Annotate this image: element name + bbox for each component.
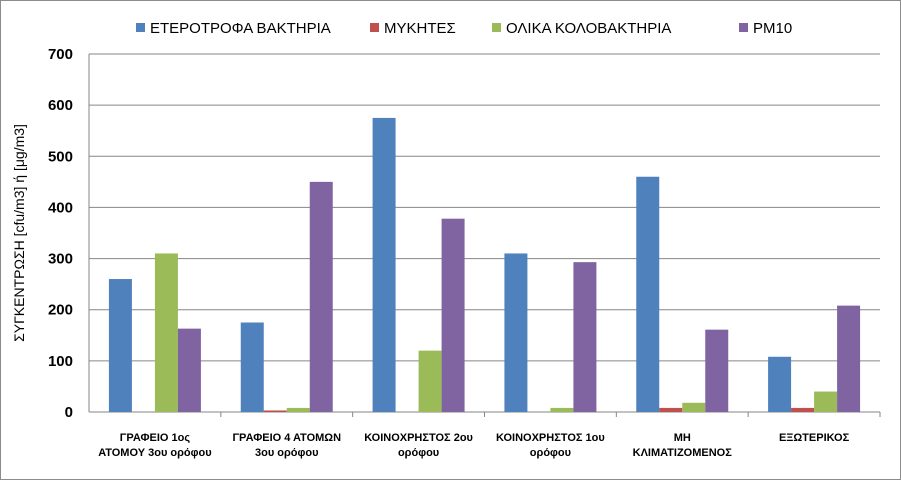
legend-label: PM10 — [753, 20, 792, 37]
legend-label: ΕΤΕΡΟΤΡΟΦΑ ΒΑΚΤΗΡΙΑ — [150, 20, 331, 37]
bar — [108, 279, 132, 412]
y-axis-title: ΣΥΓΚΕΝΤΡΩΣΗ [cfu/m3] ή [μg/m3] — [11, 124, 27, 342]
bar — [659, 407, 683, 412]
x-tick-label: ΚΛΙΜΑΤΙΖΟΜΕΝΟΣ — [633, 447, 733, 459]
x-tick-label: ΑΤΟΜΟΥ 3ου ορόφου — [98, 447, 211, 459]
bar — [768, 356, 792, 412]
bar — [418, 350, 442, 412]
bar — [309, 181, 333, 412]
y-tick-label: 200 — [48, 302, 73, 319]
y-tick-label: 400 — [48, 199, 73, 216]
x-tick-label: ΓΡΑΦΕΙΟ 1ος — [120, 432, 191, 444]
bar — [441, 218, 465, 412]
legend-swatch — [492, 23, 501, 32]
legend-swatch — [370, 23, 379, 32]
bar — [154, 253, 178, 412]
bar — [573, 262, 597, 412]
x-tick-label: ΚΟΙΝΟΧΡΗΣΤΟΣ 2ου — [364, 432, 473, 444]
y-tick-label: 0 — [65, 404, 73, 421]
bar — [791, 407, 815, 412]
x-tick-label: ΕΞΩΤΕΡΙΚΟΣ — [779, 432, 850, 444]
bar — [837, 305, 861, 412]
legend-swatch — [739, 23, 748, 32]
bar — [814, 391, 838, 412]
legend-label: ΜΥΚΗΤΕΣ — [384, 20, 456, 37]
y-tick-label: 300 — [48, 251, 73, 268]
bar — [286, 407, 310, 412]
y-tick-label: 600 — [48, 97, 73, 114]
bar — [504, 253, 528, 412]
bar — [177, 328, 201, 412]
x-tick-label: ορόφου — [530, 447, 571, 459]
bar — [372, 117, 396, 412]
legend-label: ΟΛΙΚΑ ΚΟΛΟΒΑΚΤΗΡΙΑ — [506, 20, 671, 37]
bar — [263, 410, 287, 412]
y-tick-label: 100 — [48, 353, 73, 370]
x-tick-label: ΓΡΑΦΕΙΟ 4 ΑΤΟΜΩΝ — [232, 432, 341, 444]
bar — [705, 329, 729, 412]
y-tick-label: 500 — [48, 148, 73, 165]
legend-swatch — [136, 23, 145, 32]
bar — [636, 176, 660, 412]
x-tick-label: ΚΟΙΝΟΧΡΗΣΤΟΣ 1ου — [496, 432, 605, 444]
bar — [682, 402, 706, 412]
y-tick-label: 700 — [48, 46, 73, 63]
bar — [240, 322, 264, 412]
x-tick-label: ΜΗ — [674, 432, 691, 444]
bar — [550, 407, 574, 412]
x-tick-label: 3ου ορόφου — [255, 447, 319, 459]
x-tick-label: ορόφου — [398, 447, 439, 459]
